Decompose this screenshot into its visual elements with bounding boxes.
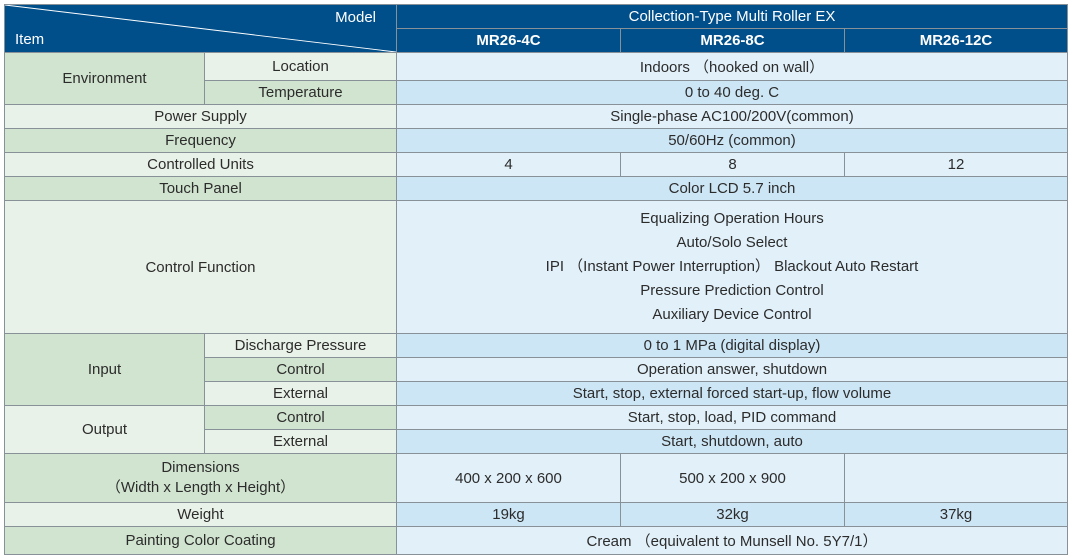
corner-label-item: Item	[15, 31, 44, 48]
cf-line-4: Auxiliary Device Control	[403, 303, 1061, 327]
value-temperature: 0 to 40 deg. C	[397, 81, 1068, 105]
label-control-function: Control Function	[5, 201, 397, 334]
label-dimensions-line2: （Width x Length x Height）	[9, 478, 392, 498]
label-weight: Weight	[5, 503, 397, 527]
row-control-function: Control Function Equalizing Operation Ho…	[5, 201, 1068, 334]
value-controlled-units-2: 12	[845, 153, 1068, 177]
value-weight-1: 32kg	[621, 503, 845, 527]
value-output-external: Start, shutdown, auto	[397, 430, 1068, 454]
value-power-supply: Single-phase AC100/200V(common)	[397, 105, 1068, 129]
label-painting: Painting Color Coating	[5, 527, 397, 555]
row-power-supply: Power Supply Single-phase AC100/200V(com…	[5, 105, 1068, 129]
row-controlled-units: Controlled Units 4 8 12	[5, 153, 1068, 177]
label-environment: Environment	[5, 53, 205, 105]
label-location: Location	[205, 53, 397, 81]
row-environment-location: Environment Location Indoors （hooked on …	[5, 53, 1068, 81]
header-title: Collection-Type Multi Roller EX	[397, 5, 1068, 29]
value-dimensions-2	[845, 454, 1068, 503]
value-input-control: Operation answer, shutdown	[397, 358, 1068, 382]
value-painting: Cream （equivalent to Munsell No. 5Y7/1）	[397, 527, 1068, 555]
row-dimensions: Dimensions （Width x Length x Height） 400…	[5, 454, 1068, 503]
value-output-control: Start, stop, load, PID command	[397, 406, 1068, 430]
row-painting: Painting Color Coating Cream （equivalent…	[5, 527, 1068, 555]
value-input-external: Start, stop, external forced start-up, f…	[397, 382, 1068, 406]
row-touch-panel: Touch Panel Color LCD 5.7 inch	[5, 177, 1068, 201]
value-input-discharge: 0 to 1 MPa (digital display)	[397, 334, 1068, 358]
label-dimensions: Dimensions （Width x Length x Height）	[5, 454, 397, 503]
cf-line-3: Pressure Prediction Control	[403, 279, 1061, 303]
value-dimensions-0: 400 x 200 x 600	[397, 454, 621, 503]
label-input-external: External	[205, 382, 397, 406]
value-controlled-units-0: 4	[397, 153, 621, 177]
label-frequency: Frequency	[5, 129, 397, 153]
header-row-1: Model Item Collection-Type Multi Roller …	[5, 5, 1068, 29]
spec-table: Model Item Collection-Type Multi Roller …	[4, 4, 1068, 555]
label-dimensions-line1: Dimensions	[9, 458, 392, 478]
label-temperature: Temperature	[205, 81, 397, 105]
row-output-control: Output Control Start, stop, load, PID co…	[5, 406, 1068, 430]
cf-line-1: Auto/Solo Select	[403, 231, 1061, 255]
label-output-control: Control	[205, 406, 397, 430]
label-controlled-units: Controlled Units	[5, 153, 397, 177]
value-location: Indoors （hooked on wall）	[397, 53, 1068, 81]
cf-line-0: Equalizing Operation Hours	[403, 207, 1061, 231]
corner-cell: Model Item	[5, 5, 397, 53]
value-frequency: 50/60Hz (common)	[397, 129, 1068, 153]
value-weight-0: 19kg	[397, 503, 621, 527]
row-frequency: Frequency 50/60Hz (common)	[5, 129, 1068, 153]
model-col-0: MR26-4C	[397, 29, 621, 53]
row-weight: Weight 19kg 32kg 37kg	[5, 503, 1068, 527]
row-input-discharge: Input Discharge Pressure 0 to 1 MPa (dig…	[5, 334, 1068, 358]
label-touch-panel: Touch Panel	[5, 177, 397, 201]
corner-label-model: Model	[335, 9, 376, 26]
value-weight-2: 37kg	[845, 503, 1068, 527]
label-power-supply: Power Supply	[5, 105, 397, 129]
value-touch-panel: Color LCD 5.7 inch	[397, 177, 1068, 201]
value-dimensions-1: 500 x 200 x 900	[621, 454, 845, 503]
label-input-discharge: Discharge Pressure	[205, 334, 397, 358]
value-control-function: Equalizing Operation Hours Auto/Solo Sel…	[397, 201, 1068, 334]
label-output: Output	[5, 406, 205, 454]
label-output-external: External	[205, 430, 397, 454]
label-input-control: Control	[205, 358, 397, 382]
model-col-1: MR26-8C	[621, 29, 845, 53]
cf-line-2: IPI （Instant Power Interruption） Blackou…	[403, 255, 1061, 279]
model-col-2: MR26-12C	[845, 29, 1068, 53]
value-controlled-units-1: 8	[621, 153, 845, 177]
label-input: Input	[5, 334, 205, 406]
